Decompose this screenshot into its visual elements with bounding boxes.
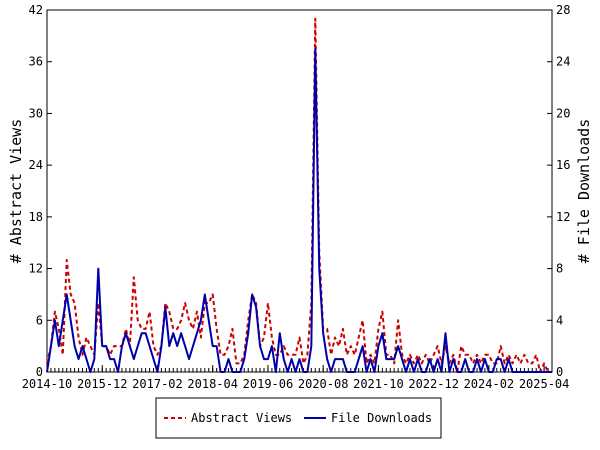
legend-label-file-downloads: File Downloads: [331, 411, 432, 425]
left-y-tick-label: 12: [29, 262, 43, 276]
x-tick-label: 2019-06: [243, 377, 294, 391]
x-tick-label: 2021-10: [353, 377, 404, 391]
left-y-tick-label: 42: [29, 3, 43, 17]
right-y-tick-label: 16: [556, 158, 570, 172]
left-y-axis: 0 6 12 18 24 30 36 42: [29, 3, 52, 379]
x-tick-label: 2020-08: [298, 377, 349, 391]
x-axis-minor-ticks: [46, 368, 553, 372]
x-tick-label: 2024-02: [464, 377, 515, 391]
right-y-tick-label: 0: [556, 365, 563, 379]
left-y-tick-label: 0: [36, 365, 43, 379]
left-y-tick-label: 18: [29, 210, 43, 224]
left-y-tick-label: 36: [29, 55, 43, 69]
x-axis: 2014-10 2015-12 2017-02 2018-04 2019-06 2020-…: [22, 365, 570, 391]
x-tick-label: 2018-04: [187, 377, 238, 391]
right-y-tick-label: 4: [556, 313, 563, 327]
right-y-tick-label: 12: [556, 210, 570, 224]
left-y-tick-label: 30: [29, 106, 43, 120]
legend-label-abstract-views: Abstract Views: [191, 411, 292, 425]
right-y-tick-label: 8: [556, 262, 563, 276]
plot-frame: [46, 9, 553, 373]
left-axis-title: # Abstract Views: [7, 119, 25, 264]
legend-box: [155, 397, 442, 439]
series-line-file-downloads: [46, 47, 552, 373]
series-line-abstract-views: [46, 17, 552, 373]
left-y-tick-label: 24: [29, 158, 43, 172]
legend: Abstract Views File Downloads: [155, 397, 442, 439]
x-tick-label: 2017-02: [132, 377, 183, 391]
right-y-tick-label: 20: [556, 106, 570, 120]
series-lines: [46, 17, 552, 373]
x-tick-label: 2025-04: [519, 377, 570, 391]
right-y-axis: 0 4 8 12 16 20 24 28: [547, 3, 570, 379]
x-tick-label: 2015-12: [77, 377, 128, 391]
x-tick-label: 2022-12: [408, 377, 459, 391]
right-axis-title: # File Downloads: [575, 119, 593, 264]
x-tick-label: 2014-10: [22, 377, 73, 391]
left-y-tick-label: 6: [36, 313, 43, 327]
right-y-tick-label: 24: [556, 55, 570, 69]
right-y-tick-label: 28: [556, 3, 570, 17]
